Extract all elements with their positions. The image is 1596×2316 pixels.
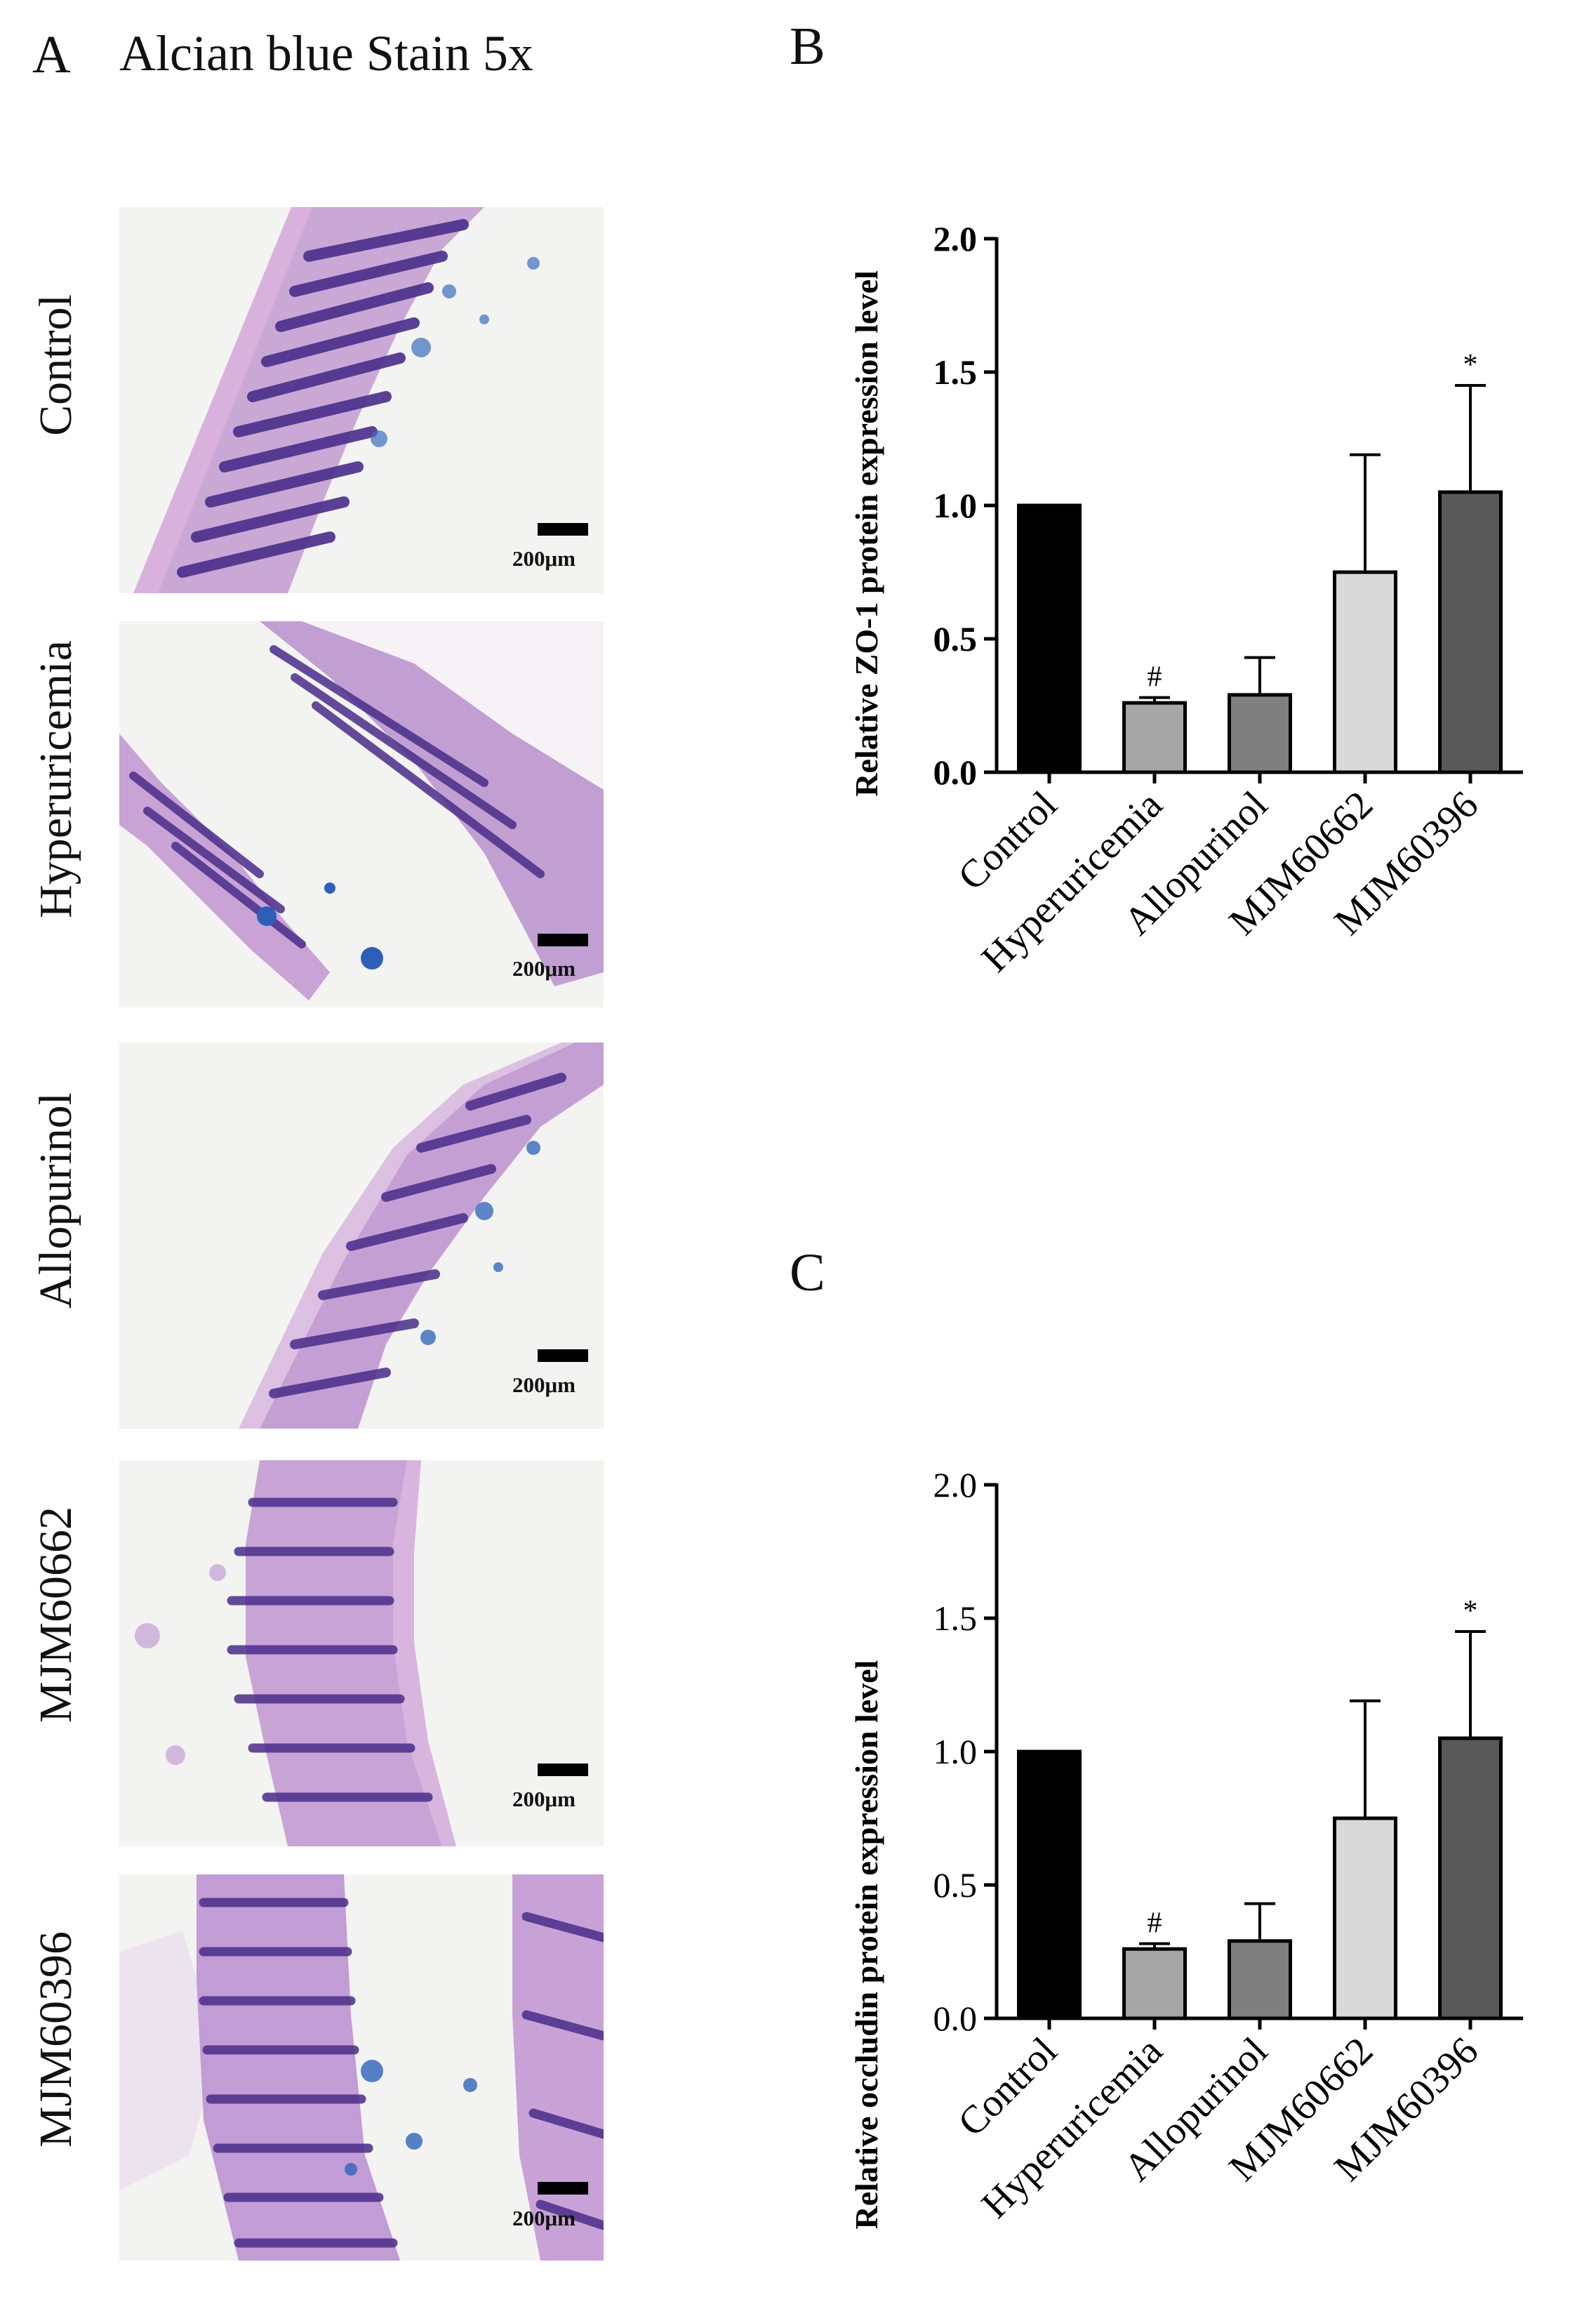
scale-label-hyperuricemia: 200μm <box>512 956 576 981</box>
bar <box>1333 1816 1397 2020</box>
scale-bar-mjm60662 <box>538 1764 588 1776</box>
y-tick-label: 2.0 <box>933 1465 978 1504</box>
y-tick-label: 0.0 <box>933 1999 978 2038</box>
bar <box>1438 490 1503 774</box>
micrograph-mjm60662 <box>119 1460 604 1846</box>
bar <box>1122 1947 1187 2020</box>
scale-bar-mjm60396 <box>538 2182 588 2195</box>
significance-mark: # <box>1148 661 1162 694</box>
bar <box>1228 1939 1292 2020</box>
x-tick-label: Hyperuricemia <box>973 783 1171 980</box>
panel-c-letter: C <box>790 1243 825 1302</box>
scale-label-control: 200μm <box>512 546 576 571</box>
y-tick-label: 0.5 <box>933 1865 978 1905</box>
scale-label-mjm60396: 200μm <box>512 2206 576 2230</box>
significance-mark: * <box>1463 349 1478 381</box>
y-tick-label: 0.0 <box>933 753 978 792</box>
y-axis-label: Relative occludin protein expression lev… <box>849 1660 884 2230</box>
y-tick-label: 1.0 <box>933 486 978 525</box>
chart-occludin: Relative occludin protein expression lev… <box>849 1465 1523 2230</box>
bar <box>1438 1736 1503 2020</box>
row-label-mjm60662: MJM60662 <box>30 1506 81 1723</box>
row-label-control: Control <box>30 294 81 436</box>
bar <box>1122 701 1187 774</box>
scale-label-mjm60662: 200μm <box>512 1787 576 1811</box>
significance-mark: # <box>1148 1907 1162 1940</box>
micrograph-allopurinol <box>119 1043 604 1429</box>
y-tick-label: 1.0 <box>933 1732 978 1771</box>
scale-bar-hyperuricemia <box>538 934 588 946</box>
significance-mark: * <box>1463 1595 1478 1627</box>
scale-bar-control <box>538 523 588 536</box>
micrograph-mjm60396 <box>119 1874 604 2261</box>
y-axis-label: Relative ZO-1 protein expression level <box>849 270 884 797</box>
x-tick-label: Hyperuricemia <box>973 2029 1171 2226</box>
row-label-mjm60396: MJM60396 <box>30 1931 81 2148</box>
scale-label-allopurinol: 200μm <box>512 1372 576 1397</box>
bar <box>1017 503 1082 774</box>
bar <box>1228 693 1292 774</box>
scale-bar-allopurinol <box>538 1349 588 1362</box>
bar <box>1017 1749 1082 2020</box>
micrograph-hyperuricemia <box>119 621 604 1007</box>
chart-zo1: Relative ZO-1 protein expression level 0.… <box>849 219 1523 981</box>
bar <box>1333 570 1397 774</box>
panel-b-letter: B <box>790 17 825 76</box>
row-label-hyperuricemia: Hyperuricemia <box>30 640 81 918</box>
panel-a-letter: A <box>32 25 71 84</box>
panel-a-title: Alcian blue Stain 5x <box>119 25 533 81</box>
y-tick-label: 1.5 <box>933 352 978 392</box>
y-tick-label: 2.0 <box>933 219 978 258</box>
y-tick-label: 0.5 <box>933 619 978 659</box>
y-tick-label: 1.5 <box>933 1599 978 1638</box>
micrograph-control <box>119 207 604 593</box>
row-label-allopurinol: Allopurinol <box>30 1092 81 1309</box>
